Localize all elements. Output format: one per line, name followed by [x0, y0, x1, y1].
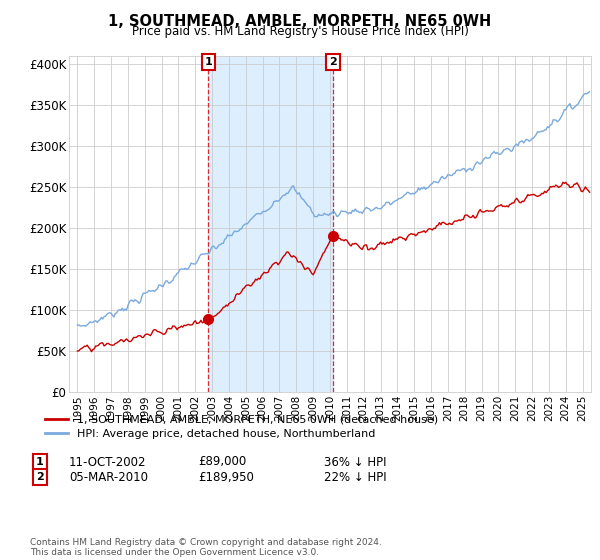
Text: 11-OCT-2002: 11-OCT-2002	[69, 455, 146, 469]
Text: 2: 2	[329, 57, 337, 67]
Text: 1, SOUTHMEAD, AMBLE, MORPETH, NE65 0WH: 1, SOUTHMEAD, AMBLE, MORPETH, NE65 0WH	[109, 14, 491, 29]
Text: 36% ↓ HPI: 36% ↓ HPI	[324, 455, 386, 469]
Legend: 1, SOUTHMEAD, AMBLE, MORPETH, NE65 0WH (detached house), HPI: Average price, det: 1, SOUTHMEAD, AMBLE, MORPETH, NE65 0WH (…	[41, 410, 442, 444]
Text: £189,950: £189,950	[198, 470, 254, 484]
Text: 1: 1	[36, 457, 44, 467]
Text: £89,000: £89,000	[198, 455, 246, 469]
Text: Contains HM Land Registry data © Crown copyright and database right 2024.
This d: Contains HM Land Registry data © Crown c…	[30, 538, 382, 557]
Text: 2: 2	[36, 472, 44, 482]
Bar	[208, 56, 333, 392]
Text: 05-MAR-2010: 05-MAR-2010	[69, 470, 148, 484]
Text: Price paid vs. HM Land Registry's House Price Index (HPI): Price paid vs. HM Land Registry's House …	[131, 25, 469, 38]
Text: 22% ↓ HPI: 22% ↓ HPI	[324, 470, 386, 484]
Text: 1: 1	[205, 57, 212, 67]
